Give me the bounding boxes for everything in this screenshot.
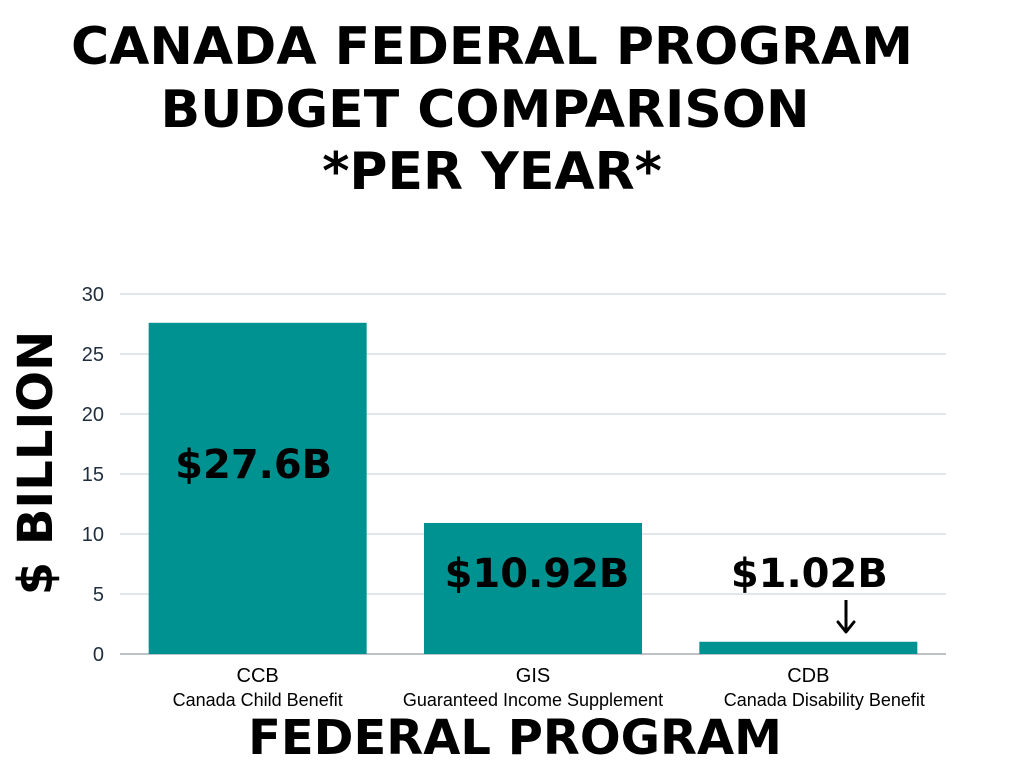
data-label: $27.6B xyxy=(175,442,332,488)
y-axis-title: $ BILLION xyxy=(8,331,64,596)
data-labels: $27.6B $10.92B $1.02B xyxy=(175,442,888,597)
title-line-3: *PER YEAR* xyxy=(322,142,662,202)
title-line-2: BUDGET COMPARISON xyxy=(160,80,809,140)
chart-title: CANADA FEDERAL PROGRAM BUDGET COMPARISON… xyxy=(71,17,913,202)
y-tick-label: 10 xyxy=(82,524,104,546)
x-tick-label: CCB xyxy=(237,665,279,687)
x-tick-description: Guaranteed Income Supplement xyxy=(403,690,663,710)
bar xyxy=(699,641,918,654)
y-tick-label: 5 xyxy=(93,584,104,606)
bars xyxy=(148,322,918,654)
data-label: $1.02B xyxy=(731,551,888,597)
data-label: $10.92B xyxy=(445,551,630,597)
y-tick-label: 0 xyxy=(93,644,104,666)
x-tick-label: CDB xyxy=(787,665,829,687)
y-tick-label: 30 xyxy=(82,284,104,306)
x-tick-description: Canada Child Benefit xyxy=(173,690,343,710)
x-tick-label: GIS xyxy=(516,665,550,687)
y-tick-label: 25 xyxy=(82,344,104,366)
x-tick-description: Canada Disability Benefit xyxy=(724,690,925,710)
bar xyxy=(424,522,642,654)
y-axis-ticks: 0 5 10 15 20 25 30 xyxy=(82,284,104,666)
x-axis-title: FEDERAL PROGRAM xyxy=(248,710,782,766)
down-arrow-icon xyxy=(836,600,856,634)
bar xyxy=(148,322,367,654)
y-tick-label: 15 xyxy=(82,464,104,486)
title-line-1: CANADA FEDERAL PROGRAM xyxy=(71,17,913,77)
x-axis-categories: CCB Canada Child Benefit GIS Guaranteed Inc… xyxy=(173,665,925,710)
y-tick-label: 20 xyxy=(82,404,104,426)
